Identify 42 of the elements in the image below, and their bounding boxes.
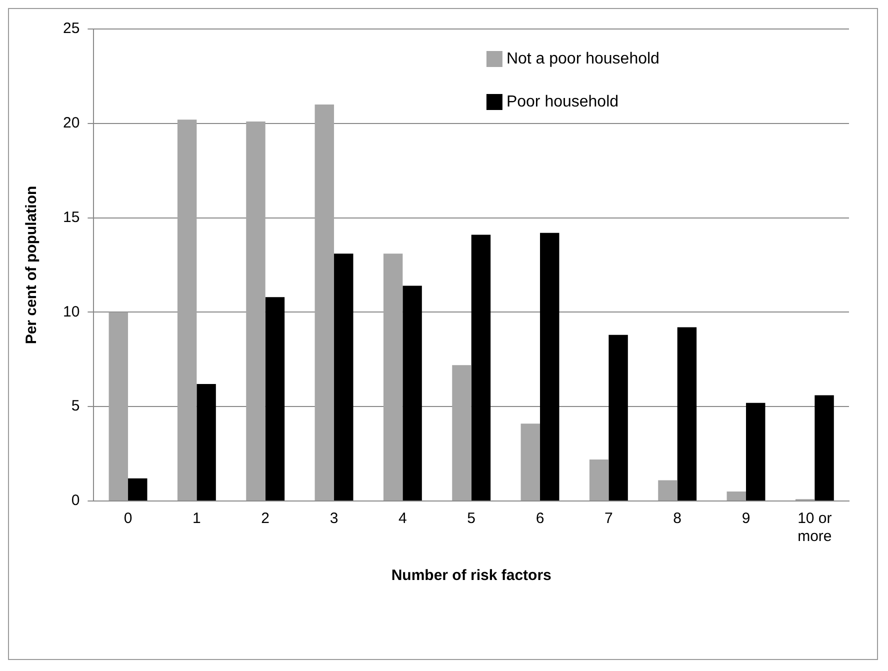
x-tick-label: 10 or more: [798, 510, 832, 546]
y-tick-label: 20: [62, 114, 80, 132]
bar: [265, 297, 285, 500]
x-tick-label: 1: [192, 510, 201, 528]
bar: [814, 395, 834, 500]
y-tick-label: 10: [62, 303, 80, 320]
bar: [383, 254, 403, 500]
y-tick-label: 15: [62, 208, 80, 226]
x-tick-label: 6: [536, 510, 544, 528]
x-tick-label: 0: [124, 510, 132, 528]
bar: [452, 365, 472, 500]
y-tick-label: 25: [62, 20, 80, 38]
y-axis-title: Per cent of population: [23, 186, 40, 344]
x-tick-label: 9: [742, 510, 750, 528]
bar: [314, 104, 334, 500]
bar: [589, 459, 609, 500]
x-tick-label: 7: [604, 510, 613, 528]
x-tick-label: 3: [330, 510, 338, 528]
bar: [746, 402, 766, 500]
x-tick-label: 8: [673, 510, 682, 528]
bar: [658, 480, 678, 500]
x-tick-label: 4: [398, 510, 407, 528]
x-tick-label: 2: [261, 510, 270, 528]
bar: [246, 122, 266, 500]
bar: [334, 254, 354, 500]
bar: [108, 312, 128, 500]
x-axis-title: Number of risk factors: [391, 567, 552, 584]
bar: [471, 234, 491, 500]
bar: [196, 384, 216, 500]
bar: [677, 327, 697, 500]
bar: [128, 478, 148, 500]
bar: [726, 492, 746, 500]
legend-label: Poor household: [506, 93, 619, 110]
bar: [177, 120, 197, 500]
legend-label: Not a poor household: [506, 50, 660, 68]
y-tick-label: 0: [71, 492, 80, 510]
bar: [402, 286, 422, 500]
bar: [520, 424, 540, 500]
bar: [540, 232, 560, 500]
y-tick-label: 5: [71, 398, 80, 415]
bar: [608, 334, 628, 500]
x-tick-label: 5: [467, 510, 476, 528]
